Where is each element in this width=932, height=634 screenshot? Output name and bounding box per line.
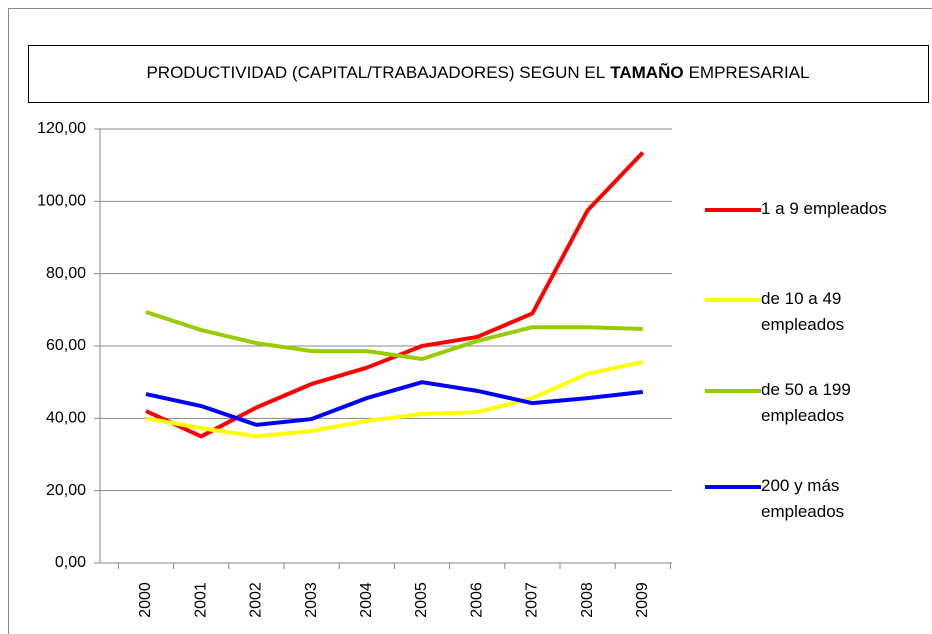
x-tick-label: 2008: [579, 582, 596, 618]
legend-label: 1 a 9 empleados: [761, 199, 887, 218]
x-tick-label: 2002: [248, 582, 265, 618]
series-line: [145, 380, 644, 427]
x-tick-label: 2006: [468, 582, 485, 618]
legend-entry: de 50 a 199 empleados: [705, 380, 911, 429]
legend-entry: 1 a 9 empleados: [705, 199, 911, 222]
legend-entry: 200 y más empleados: [705, 476, 911, 525]
x-tick-label: 2007: [524, 582, 541, 618]
legend-swatch: [705, 298, 761, 302]
legend-swatch: [705, 485, 761, 489]
chart-title: PRODUCTIVIDAD (CAPITAL/TRABAJADORES) SEG…: [146, 62, 809, 82]
x-tick-label: 2000: [137, 582, 154, 618]
y-tick-label: 60,00: [46, 337, 86, 354]
series-line: [145, 310, 643, 362]
x-tick-label: 2001: [192, 582, 209, 618]
x-tick-label: 2009: [634, 582, 651, 618]
y-tick-label: 20,00: [46, 482, 86, 499]
legend-label: 200 y más empleados: [761, 476, 845, 521]
legend-entry: de 10 a 49 empleados: [705, 289, 911, 338]
chart-frame: [8, 8, 932, 634]
x-tick-label: 2004: [358, 582, 375, 618]
x-tick-label: 2005: [413, 582, 430, 618]
title-part: PRODUCTIVIDAD (CAPITAL/TRABAJADORES) SEG…: [146, 63, 605, 82]
series-line: [145, 151, 645, 439]
legend-swatch: [705, 389, 761, 393]
legend-label: de 50 a 199 empleados: [761, 380, 851, 425]
y-tick-label: 0,00: [55, 554, 86, 571]
series-line: [145, 359, 644, 439]
y-tick-label: 40,00: [46, 410, 86, 427]
y-tick-label: 100,00: [37, 193, 86, 210]
title-part: TAMAÑO: [610, 62, 683, 82]
legend-swatch: [705, 208, 761, 212]
legend-label: de 10 a 49 empleados: [761, 289, 845, 334]
title-part: EMPRESARIAL: [689, 63, 810, 82]
x-tick-label: 2003: [303, 582, 320, 618]
y-tick-label: 120,00: [37, 120, 86, 137]
y-tick-label: 80,00: [46, 265, 86, 282]
title-box: [28, 45, 929, 103]
